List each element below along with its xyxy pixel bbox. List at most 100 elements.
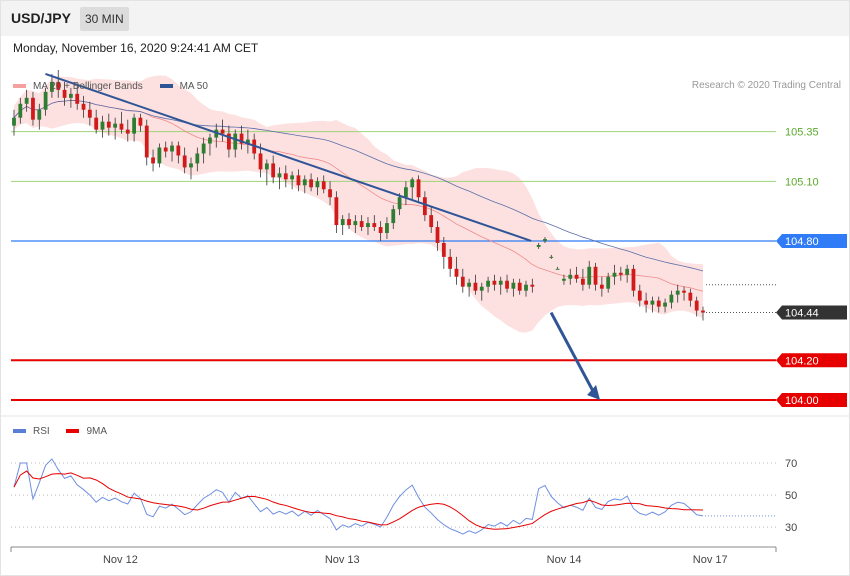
candle-body-82 [530, 284, 535, 287]
candle-body-80 [517, 282, 522, 291]
level-label-4: 104.20 [785, 355, 819, 367]
candle-body-13 [94, 117, 99, 130]
candle-body-30 [201, 143, 206, 154]
candle-body-89 [574, 274, 579, 279]
candle-body-27 [182, 155, 187, 168]
candle-body-2 [24, 97, 29, 104]
bollinger-band-fill [14, 75, 703, 333]
candle-body-87 [562, 278, 566, 281]
candle-body-100 [644, 300, 649, 305]
trendline-group [45, 73, 601, 401]
candle-body-79 [511, 282, 516, 289]
level-tag-2 [776, 233, 847, 248]
candle-body-43 [283, 173, 288, 180]
time-tick-label-2: Nov 14 [547, 554, 582, 566]
candle-body-28 [189, 163, 193, 168]
candle-body-24 [163, 147, 168, 152]
candle-body-39 [258, 153, 263, 170]
candle-body-70 [454, 268, 459, 277]
legend-swatch-9ma [66, 429, 80, 433]
price-levels [11, 131, 776, 402]
candle-body-67 [435, 227, 440, 243]
candle-body-41 [271, 163, 276, 178]
legend-label-9ma: 9MA [86, 425, 108, 437]
candle-body-68 [441, 242, 446, 257]
candle-body-58 [378, 227, 383, 234]
candle-body-4 [37, 109, 42, 120]
current-price-label: 104.44 [785, 308, 819, 320]
candle-body-6 [50, 81, 54, 92]
candle-body-75 [486, 280, 490, 287]
rsi-9ma-line [13, 470, 704, 530]
rsi-tick-label-0: 70 [785, 458, 797, 470]
candle-body-102 [656, 300, 661, 307]
candle-body-48 [315, 181, 320, 188]
symbol-label: USD/JPY [11, 10, 71, 26]
candle-body-73 [473, 282, 478, 291]
legend-item-rsi: RSI [13, 426, 50, 437]
candle-body-19 [132, 117, 136, 134]
timeframe-button[interactable]: 30 MIN [80, 7, 129, 31]
forecast-arrow-head [587, 385, 601, 401]
candle-body-52 [340, 219, 345, 226]
candle-body-62 [404, 187, 408, 198]
legend-item-ma50: MA 50 [159, 81, 208, 92]
level-label-5: 104.00 [785, 395, 819, 407]
candle-body-98 [631, 268, 636, 291]
legend-label-rsi: RSI [33, 425, 50, 437]
candle-body-51 [334, 197, 339, 226]
candle-body-55 [359, 221, 364, 228]
candle-body-57 [372, 223, 377, 228]
candle-body-47 [309, 179, 313, 188]
candle-body-90 [581, 278, 585, 285]
main-legend: MA 20 + Bollinger Bands MA 50 [13, 80, 222, 92]
legend-swatch-rsi [13, 429, 26, 433]
ma50-line [13, 99, 704, 272]
candle-body-83 [536, 244, 541, 247]
candle-body-92 [593, 266, 598, 285]
candle-body-37 [245, 139, 250, 144]
candle-body-8 [62, 89, 67, 98]
candle-body-25 [170, 145, 174, 152]
candle-body-93 [599, 284, 604, 289]
candle-body-11 [81, 103, 86, 110]
rsi-pane: 70 50 30 [11, 458, 797, 535]
candle-body-23 [157, 147, 162, 164]
candle-body-3 [31, 97, 35, 120]
legend-item-ma20: MA 20 + Bollinger Bands [13, 81, 143, 92]
candle-body-33 [220, 129, 225, 134]
level-tag-5 [776, 393, 847, 408]
candle-body-60 [391, 209, 396, 224]
time-tick-label-3: Nov 17 [693, 554, 728, 566]
candle-body-76 [492, 280, 497, 285]
candle-body-96 [618, 272, 623, 275]
candle-body-103 [663, 302, 667, 307]
candle-body-104 [669, 294, 674, 303]
candle-body-12 [87, 109, 92, 118]
candle-body-84 [543, 238, 547, 241]
candle-body-109 [701, 310, 705, 313]
candle-body-77 [498, 280, 503, 285]
candle-body-14 [100, 121, 105, 130]
candle-body-63 [410, 179, 415, 188]
time-tick-label-1: Nov 13 [325, 554, 360, 566]
trendline [45, 73, 532, 242]
candle-body-49 [321, 181, 326, 190]
candle-body-7 [56, 81, 61, 90]
candle-body-78 [505, 280, 509, 289]
candle-body-94 [606, 276, 611, 289]
candle-body-99 [637, 290, 642, 301]
candle-body-95 [612, 272, 617, 277]
candle-body-71 [460, 276, 465, 287]
candle-body-16 [113, 123, 118, 128]
candle-body-108 [694, 300, 699, 311]
candle-body-10 [75, 93, 80, 104]
candle-body-53 [347, 219, 351, 226]
datetime-label: Monday, November 16, 2020 9:24:41 AM CET [13, 41, 259, 55]
legend-swatch-ma20 [13, 84, 26, 88]
candle-body-31 [208, 137, 212, 144]
candle-body-44 [290, 175, 295, 180]
candle-body-56 [366, 223, 370, 228]
current-price-tag [776, 305, 847, 320]
